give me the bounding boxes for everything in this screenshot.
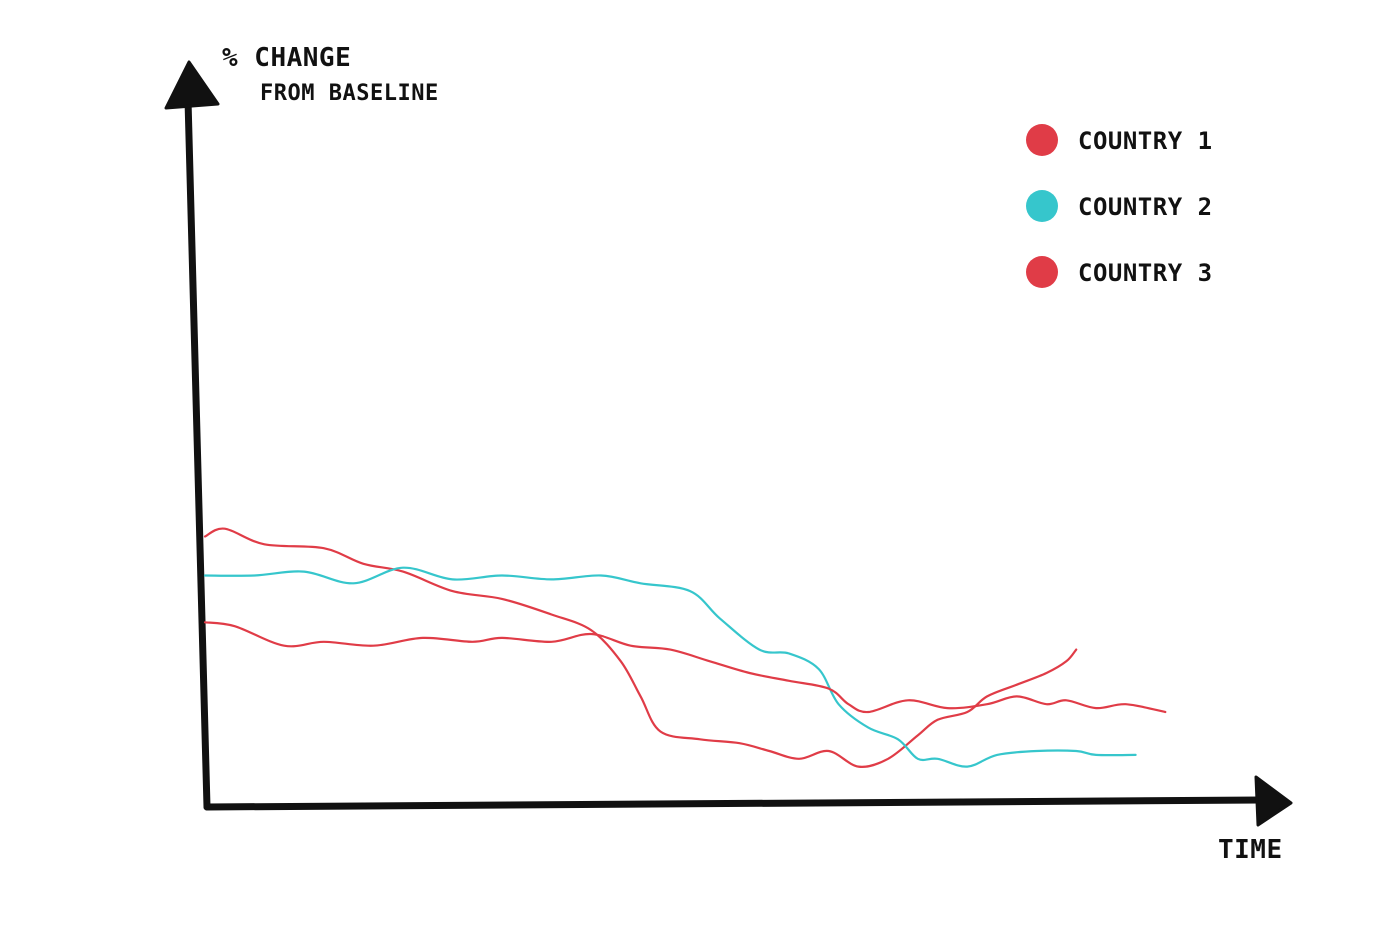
legend-label-2: COUNTRY 2 <box>1078 193 1213 221</box>
series-line-1 <box>203 527 1078 768</box>
y-axis-label-line-2: FROM BASELINE <box>260 81 439 106</box>
y-axis <box>184 96 211 811</box>
series-line-3 <box>203 621 1167 714</box>
legend-marker-1 <box>1026 124 1058 156</box>
legend-marker-2 <box>1026 190 1058 222</box>
series-layer <box>203 527 1167 768</box>
legend-label-1: COUNTRY 1 <box>1078 127 1213 155</box>
y-axis-arrow-icon <box>164 60 220 110</box>
series-line-2 <box>203 566 1137 768</box>
y-axis-label-line-1: % CHANGE <box>222 43 351 73</box>
legend: COUNTRY 1 COUNTRY 2 COUNTRY 3 <box>1026 124 1213 288</box>
x-axis <box>203 796 1266 811</box>
legend-label-3: COUNTRY 3 <box>1078 259 1213 287</box>
x-axis-arrow-icon <box>1254 775 1293 827</box>
x-axis-label: TIME <box>1218 835 1283 865</box>
legend-marker-3 <box>1026 256 1058 288</box>
